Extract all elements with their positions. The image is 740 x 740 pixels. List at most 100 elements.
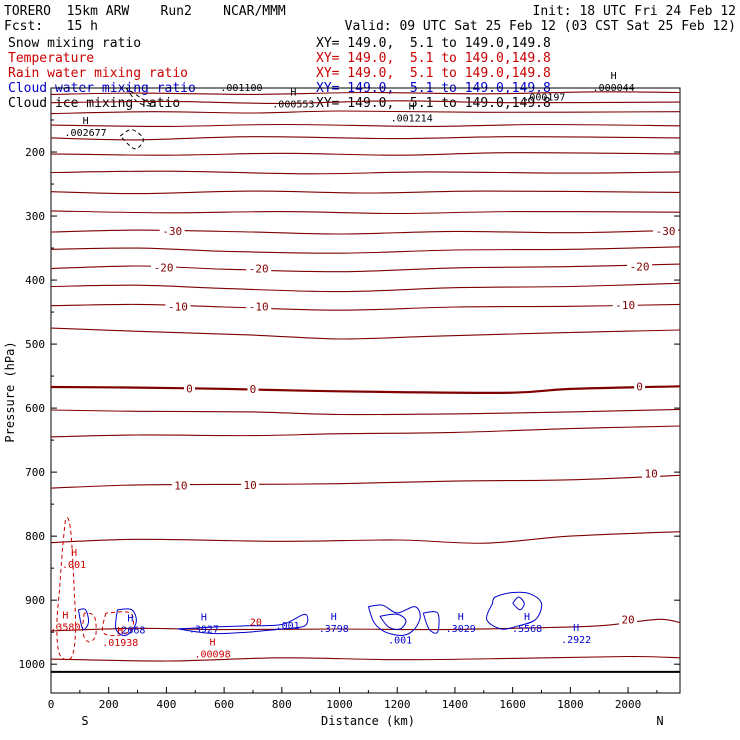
max-marker-0: H: [83, 116, 89, 127]
y-tick-label-2: 400: [25, 274, 45, 287]
x-tick-label-7: 1400: [442, 698, 469, 711]
max-marker-7: H: [62, 611, 68, 622]
plot-frame: [50, 87, 681, 694]
temp-label-bg-1: [653, 224, 679, 237]
y-tick-label-8: 1000: [19, 658, 46, 671]
temp-label-bg-6: [246, 300, 272, 313]
max-value-0: .002677: [65, 128, 107, 139]
isotherm-line-2: [50, 110, 681, 115]
valid-time: Valid: 09 UTC Sat 25 Feb 12 (03 CST Sat …: [344, 19, 736, 34]
temp-label-4: -20: [630, 261, 650, 274]
y-tick-label-7: 900: [25, 594, 45, 607]
y-tick-label-6: 800: [25, 530, 45, 543]
isotherm-line-11: [50, 263, 681, 273]
max-value-14: .3798: [319, 624, 349, 635]
x-tick-label-10: 2000: [615, 698, 642, 711]
legend-temp-label: Temperature: [8, 51, 95, 66]
temp-label-bg-11: [171, 479, 190, 492]
max-value-15: .001: [388, 636, 412, 647]
max-value-17: .5568: [512, 624, 542, 635]
max-value-16: .3029: [446, 624, 476, 635]
temp-label-bg-5: [165, 300, 191, 313]
x-tick-label-5: 1000: [326, 698, 353, 711]
x-tick-label-8: 1600: [499, 698, 526, 711]
max-value-2: .001214: [391, 114, 433, 125]
temp-label-7: -10: [615, 299, 635, 312]
max-marker-16: H: [458, 612, 464, 623]
y-tick-label-3: 500: [25, 338, 45, 351]
rain-contour-0: [56, 517, 77, 661]
max-marker-6: H: [71, 548, 77, 559]
isotherm-line-18: [50, 474, 681, 489]
temp-label-bg-0: [159, 224, 185, 237]
max-value-7: .3580: [50, 623, 80, 634]
rain-contour-1: [82, 612, 97, 643]
isotherm-line-5: [50, 152, 681, 156]
max-value-12: .001: [276, 621, 300, 632]
temp-label-bg-2: [151, 261, 177, 274]
x-end-label-north: N: [656, 714, 663, 728]
temp-label-bg-10: [634, 380, 646, 393]
temp-label-9: 0: [250, 383, 257, 396]
init-time: Init: 18 UTC Fri 24 Feb 12: [532, 4, 737, 19]
cloud-water-contour-5: [422, 611, 440, 634]
max-value-6: .001: [62, 560, 86, 571]
max-value-18: .2922: [561, 635, 591, 646]
y-tick-label-0: 200: [25, 146, 45, 159]
isotherm-line-8: [50, 210, 681, 215]
y-tick-label-4: 600: [25, 402, 45, 415]
legend-cloud-ice-label: Cloud ice mixing ratio: [8, 96, 181, 111]
isotherm-line-16: [50, 408, 681, 416]
x-tick-label-6: 1200: [384, 698, 411, 711]
max-value-1: .000553: [272, 100, 314, 111]
temp-label-0: -30: [162, 225, 182, 238]
temp-label-12: 10: [243, 479, 256, 492]
max-marker-10: H: [127, 613, 133, 624]
x-axis-label: Distance (km): [321, 714, 415, 728]
legend-temp-xy: XY= 149.0, 5.1 to 149.0,149.8: [316, 51, 551, 66]
max-marker-11: H: [201, 613, 207, 624]
max-value-8: .01938: [102, 638, 138, 649]
isotherm-line-17: [50, 425, 681, 438]
cloud-ice-contour-0: [125, 87, 153, 107]
max-value-13: 20: [250, 618, 262, 629]
max-marker-8: H: [117, 626, 123, 637]
max-value-5: .000197: [523, 93, 565, 104]
max-value-9: .00098: [195, 650, 231, 661]
isotherm-line-1: [50, 100, 681, 104]
temp-label-11: 10: [174, 480, 187, 493]
max-marker-1: H: [290, 88, 296, 99]
temp-label-bg-12: [241, 478, 260, 491]
temp-label-14: 20: [621, 613, 634, 626]
temp-label-6: -10: [249, 300, 269, 313]
legend-rain-xy: XY= 149.0, 5.1 to 149.0,149.8: [316, 66, 551, 81]
isotherm-line-4: [50, 136, 681, 141]
temp-label-bg-14: [619, 613, 638, 626]
max-value-11: .3927: [189, 625, 219, 636]
legend-snow-xy: XY= 149.0, 5.1 to 149.0,149.8: [316, 36, 551, 51]
isotherm-line-21: [50, 655, 681, 662]
isotherm-line-14: [50, 327, 681, 340]
legend-snow-label: Snow mixing ratio: [8, 36, 142, 51]
max-marker-18: H: [573, 623, 579, 634]
isotherm-line-10: [50, 246, 681, 254]
y-tick-label-1: 300: [25, 210, 45, 223]
max-marker-14: H: [331, 612, 337, 623]
legend-cloud-ice-xy: XY= 149.0, 5.1 to 149.0,149.8: [316, 96, 551, 111]
x-tick-label-2: 400: [156, 698, 176, 711]
y-axis-label: Pressure (hPa): [3, 341, 17, 442]
cloud-water-contour-0: [77, 608, 90, 630]
cloud-water-contour-6: [485, 591, 543, 630]
legend-rain-label: Rain water mixing ratio: [8, 66, 189, 81]
max-marker-17: H: [524, 612, 530, 623]
cloud-ice-contour-1: [119, 129, 144, 150]
isotherm-line-3: [50, 123, 681, 127]
temp-label-10: 0: [636, 380, 643, 393]
x-tick-label-0: 0: [48, 698, 55, 711]
temp-label-1: -30: [656, 225, 676, 238]
max-marker-2: H: [409, 102, 415, 113]
max-marker-9: H: [210, 638, 216, 649]
temp-label-bg-4: [627, 260, 653, 273]
isotherm-line-0: [50, 91, 681, 95]
